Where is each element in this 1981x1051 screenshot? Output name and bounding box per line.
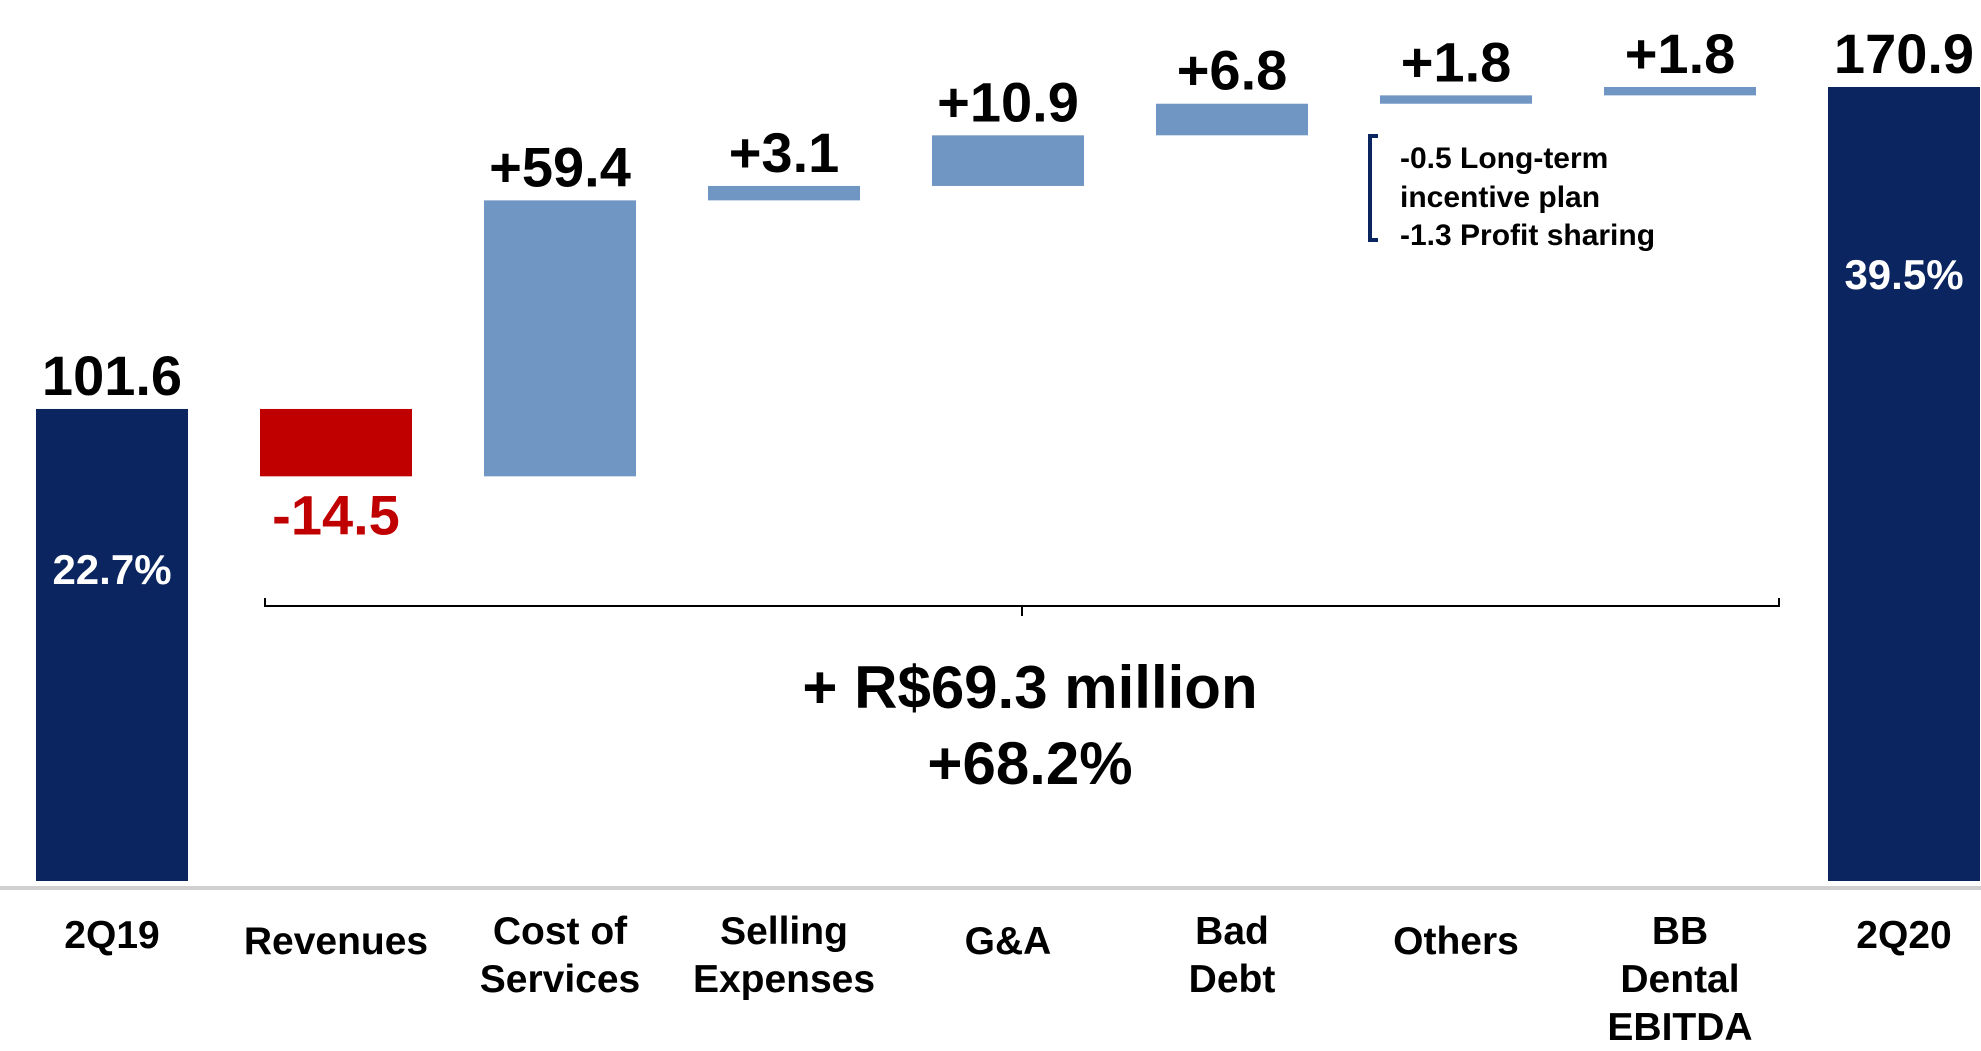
value-label: -14.5 bbox=[272, 483, 400, 546]
bar bbox=[1156, 103, 1308, 136]
category-label: Revenues bbox=[243, 920, 429, 963]
bar bbox=[932, 135, 1084, 186]
margin-label: 39.5% bbox=[1844, 251, 1963, 298]
note-line: incentive plan bbox=[1400, 181, 1600, 214]
value-label: +1.8 bbox=[1401, 30, 1512, 93]
category-label: BB Dental EBITDA bbox=[1607, 910, 1753, 1049]
category-label: Others bbox=[1393, 920, 1519, 963]
category-label: G&A bbox=[964, 920, 1052, 963]
value-label: +59.4 bbox=[489, 135, 631, 198]
bar bbox=[484, 200, 636, 477]
note-bracket bbox=[1368, 134, 1378, 242]
bar bbox=[1828, 87, 1980, 881]
value-label: +1.8 bbox=[1625, 22, 1736, 85]
bar bbox=[36, 408, 188, 881]
value-label: +6.8 bbox=[1177, 39, 1288, 102]
change-label: + R$69.3 million bbox=[802, 654, 1257, 721]
bar bbox=[1604, 87, 1756, 96]
note-line: -1.3 Profit sharing bbox=[1400, 219, 1655, 252]
value-label: 101.6 bbox=[42, 344, 182, 407]
category-label: 2Q20 bbox=[1856, 914, 1952, 957]
bar bbox=[1380, 95, 1532, 104]
value-label: +10.9 bbox=[937, 70, 1079, 133]
bar bbox=[708, 185, 860, 201]
category-label: Selling Expenses bbox=[692, 910, 876, 1001]
value-label: 170.9 bbox=[1834, 22, 1974, 85]
change-bracket bbox=[264, 598, 1780, 616]
category-label: Cost of Services bbox=[479, 910, 641, 1001]
category-label: 2Q19 bbox=[64, 914, 160, 957]
category-label: Bad Debt bbox=[1188, 910, 1276, 1001]
bar bbox=[260, 408, 412, 477]
change-pct-label: +68.2% bbox=[927, 730, 1132, 797]
note-line: -0.5 Long-term bbox=[1400, 142, 1608, 175]
value-label: +3.1 bbox=[729, 121, 840, 184]
margin-label: 22.7% bbox=[52, 546, 171, 593]
